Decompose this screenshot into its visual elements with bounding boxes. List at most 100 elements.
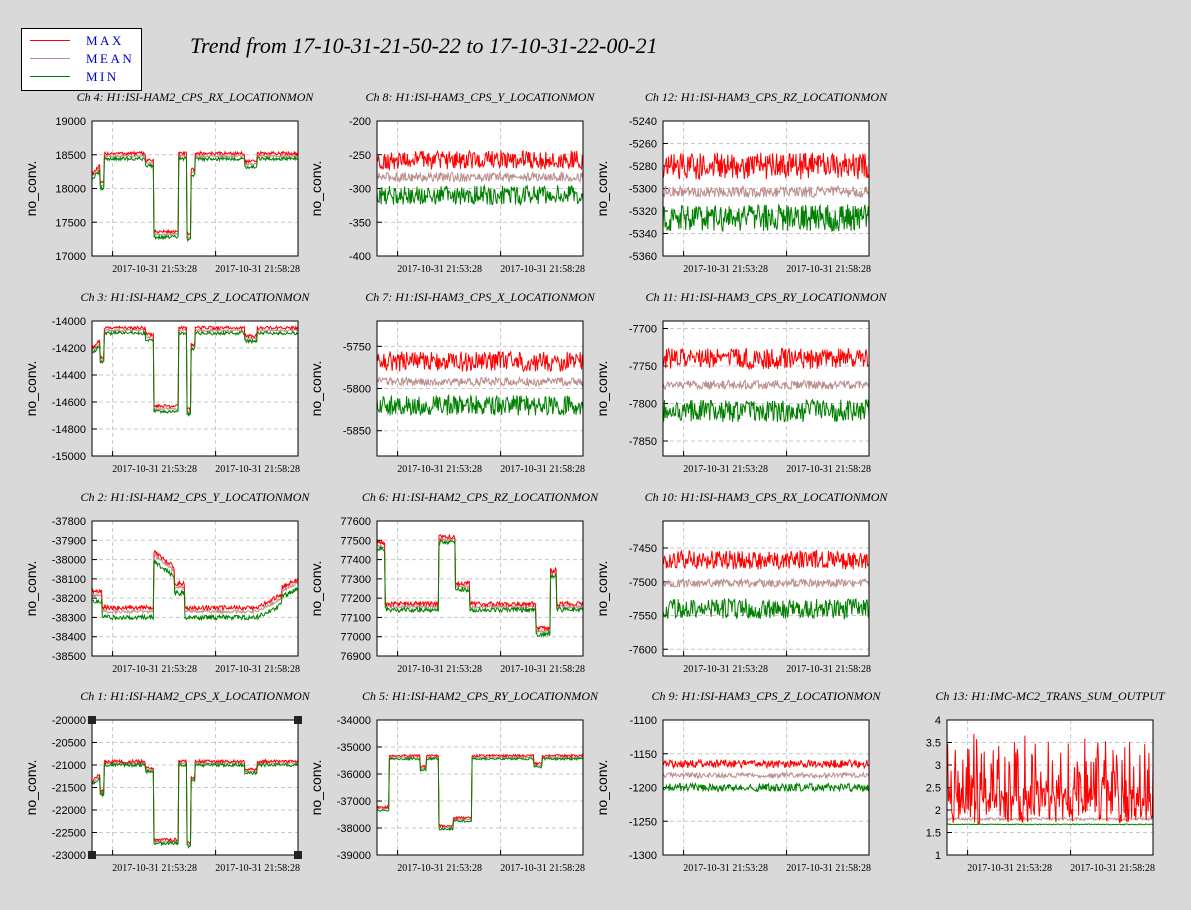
- series-max-line: [663, 549, 869, 570]
- y-tick-label: -22500: [52, 828, 86, 840]
- y-axis-label: no_conv.: [594, 161, 610, 217]
- y-tick-label: -200: [349, 116, 371, 128]
- y-tick-label: 3: [935, 760, 941, 772]
- series-max-line: [663, 758, 869, 770]
- x-tick-label: 2017-10-31 21:53:28: [683, 664, 768, 675]
- x-tick-label: 2017-10-31 21:58:28: [215, 863, 300, 874]
- y-tick-label: -37800: [52, 516, 86, 528]
- legend-item-mean: MEAN: [22, 50, 141, 68]
- y-axis-label: no_conv.: [23, 760, 39, 816]
- page-title: Trend from 17-10-31-21-50-22 to 17-10-31…: [190, 33, 658, 58]
- series-min-line: [663, 398, 869, 423]
- selection-handle[interactable]: [294, 851, 302, 859]
- y-tick-label: -5260: [629, 139, 657, 151]
- series-min-line: [377, 184, 583, 207]
- series-max-line: [663, 347, 869, 371]
- chart-9: -7450 -7500 -7550 -7600 2017-10-31 21:53:28 2…: [594, 490, 888, 675]
- series-mean-line: [663, 577, 869, 589]
- chart-title: Ch 5: H1:ISI-HAM2_CPS_RY_LOCATIONMON: [362, 689, 599, 703]
- y-tick-label: 4: [935, 715, 941, 727]
- y-tick-label: -14400: [52, 370, 86, 382]
- y-tick-label: -39000: [337, 850, 371, 862]
- x-tick-label: 2017-10-31 21:58:28: [786, 664, 871, 675]
- y-tick-label: -20500: [52, 738, 86, 750]
- y-tick-label: 2: [935, 805, 941, 817]
- plot-frame: [91, 520, 299, 657]
- x-tick-label: 2017-10-31 21:58:28: [500, 264, 585, 275]
- y-axis-label: no_conv.: [23, 561, 39, 617]
- selection-handle[interactable]: [88, 716, 96, 724]
- y-tick-label: 17500: [55, 217, 86, 229]
- y-tick-label: -1150: [630, 749, 657, 761]
- x-tick-label: 2017-10-31 21:53:28: [683, 464, 768, 475]
- y-tick-label: -1250: [629, 816, 657, 828]
- y-tick-label: -20000: [52, 715, 86, 727]
- plot-area: [377, 720, 583, 855]
- x-tick-label: 2017-10-31 21:58:28: [786, 264, 871, 275]
- x-tick-label: 2017-10-31 21:58:28: [215, 264, 300, 275]
- y-tick-label: -1300: [629, 850, 657, 862]
- y-axis-label: no_conv.: [594, 361, 610, 417]
- series-min-line: [663, 203, 869, 232]
- y-tick-label: -23000: [52, 850, 86, 862]
- chart-12: -1100 -1150 -1200 -1250 -1300 2017-10-31 21:5…: [594, 689, 881, 874]
- y-tick-label: 77400: [340, 555, 371, 567]
- y-tick-label: -14600: [52, 397, 86, 409]
- y-tick-label: 77600: [340, 516, 371, 528]
- y-tick-label: -5280: [629, 161, 657, 173]
- chart-title: Ch 1: H1:ISI-HAM2_CPS_X_LOCATIONMON: [80, 689, 311, 703]
- y-tick-label: 1.5: [926, 828, 941, 840]
- y-tick-label: -36000: [337, 769, 371, 781]
- x-tick-label: 2017-10-31 21:53:28: [397, 264, 482, 275]
- y-tick-label: -35000: [337, 742, 371, 754]
- y-tick-label: 17000: [55, 251, 86, 263]
- plot-frame: [376, 320, 584, 457]
- y-tick-label: -38300: [52, 612, 86, 624]
- plot-frame: [91, 320, 299, 457]
- legend-label-min: MIN: [86, 69, 119, 84]
- y-axis-label: no_conv.: [308, 760, 324, 816]
- series-max-line: [947, 733, 1153, 826]
- y-tick-label: -14000: [52, 316, 86, 328]
- chart-7: -37800 -37900 -38000 -38100 -38200 -38300 -384…: [23, 490, 310, 675]
- y-tick-label: -14200: [52, 343, 86, 355]
- series-max-line: [377, 350, 583, 373]
- x-tick-label: 2017-10-31 21:53:28: [397, 664, 482, 675]
- y-tick-label: -34000: [337, 715, 371, 727]
- y-tick-label: -37000: [337, 796, 371, 808]
- y-axis-label: no_conv.: [594, 760, 610, 816]
- y-tick-label: -38000: [337, 823, 371, 835]
- y-tick-label: -7600: [629, 644, 657, 656]
- selection-handle[interactable]: [88, 851, 96, 859]
- y-tick-label: -38200: [52, 593, 86, 605]
- chart-title: Ch 6: H1:ISI-HAM2_CPS_RZ_LOCATIONMON: [362, 490, 599, 504]
- series-min-line: [663, 597, 869, 621]
- series-min-line: [663, 782, 869, 793]
- chart-title: Ch 13: H1:IMC-MC2_TRANS_SUM_OUTPUT: [935, 689, 1166, 703]
- y-axis-label: no_conv.: [308, 161, 324, 217]
- selection-handle[interactable]: [294, 716, 302, 724]
- y-tick-label: -22000: [52, 805, 86, 817]
- x-tick-label: 2017-10-31 21:53:28: [112, 264, 197, 275]
- y-axis-label: no_conv.: [23, 361, 39, 417]
- plot-frame: [662, 320, 870, 457]
- y-tick-label: -1200: [629, 783, 657, 795]
- x-tick-label: 2017-10-31 21:53:28: [112, 863, 197, 874]
- y-tick-label: -7450: [629, 543, 657, 555]
- series-max-line: [663, 152, 869, 180]
- y-tick-label: -7500: [629, 577, 657, 589]
- y-axis-label: no_conv.: [308, 361, 324, 417]
- plot-frame: [376, 520, 584, 657]
- x-tick-label: 2017-10-31 21:53:28: [683, 264, 768, 275]
- y-tick-label: -15000: [52, 451, 86, 463]
- y-tick-label: -1100: [630, 715, 657, 727]
- y-tick-label: -400: [349, 251, 371, 263]
- series-mean-line: [663, 771, 869, 780]
- series-min-line: [92, 559, 298, 622]
- y-tick-label: -5360: [629, 251, 657, 263]
- legend-item-min: MIN: [22, 68, 141, 86]
- y-tick-label: 77300: [340, 574, 371, 586]
- x-tick-label: 2017-10-31 21:53:28: [397, 863, 482, 874]
- chart-8: 77600 77500 77400 77300 77200 77100 77000 76900…: [308, 490, 599, 675]
- x-tick-label: 2017-10-31 21:58:28: [215, 464, 300, 475]
